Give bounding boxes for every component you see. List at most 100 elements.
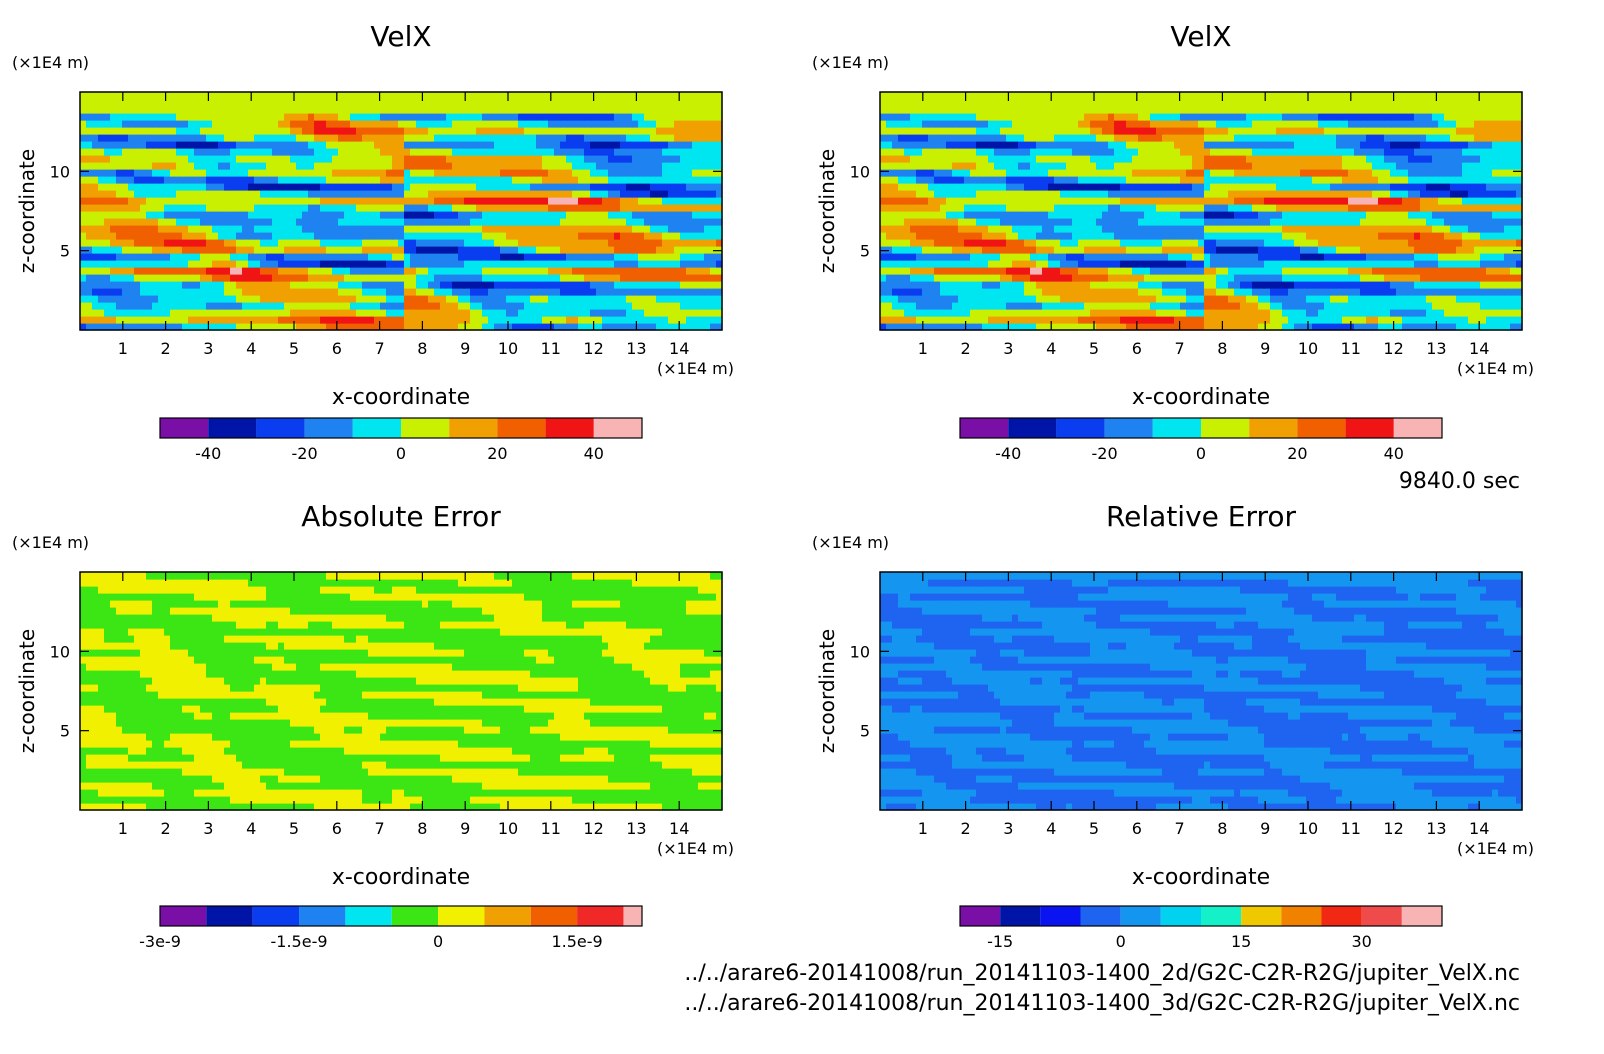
heatmap-cell (1360, 267, 1367, 275)
heatmap-cell (928, 246, 935, 254)
heatmap-cell (668, 190, 675, 198)
heatmap-cell (710, 99, 717, 107)
heatmap-cell (368, 253, 375, 261)
heatmap-cell (80, 246, 87, 254)
heatmap-cell (236, 232, 243, 240)
heatmap-cell (1198, 316, 1205, 324)
heatmap-cell (344, 92, 351, 100)
heatmap-cell (326, 141, 333, 149)
heatmap-cell (1078, 260, 1085, 268)
heatmap-cell (452, 169, 459, 177)
heatmap-cell (1186, 309, 1193, 317)
heatmap-cell (110, 204, 117, 212)
heatmap-cell (314, 155, 321, 163)
heatmap-cell (266, 288, 273, 296)
heatmap-cell (326, 197, 333, 205)
heatmap-cell (1102, 323, 1109, 331)
heatmap-cell (290, 323, 297, 331)
heatmap-cell (1276, 323, 1283, 331)
heatmap-cell (566, 267, 573, 275)
heatmap-cell (272, 204, 279, 212)
heatmap-cell (104, 148, 111, 156)
heatmap-cell (470, 183, 477, 191)
heatmap-cell (1174, 316, 1181, 324)
heatmap-cell (326, 218, 333, 226)
heatmap-cell (1150, 295, 1157, 303)
heatmap-cell (1282, 281, 1289, 289)
heatmap-cell (200, 239, 207, 247)
heatmap-cell (188, 204, 195, 212)
heatmap-cell (560, 267, 567, 275)
heatmap-cell (578, 246, 585, 254)
heatmap-cell (272, 302, 279, 310)
heatmap-cell (554, 155, 561, 163)
heatmap-cell (1444, 323, 1451, 331)
heatmap-cell (1018, 295, 1025, 303)
heatmap-cell (922, 253, 929, 261)
heatmap-cell (1414, 302, 1421, 310)
heatmap-cell (680, 253, 687, 261)
colorbar-swatch (256, 418, 305, 438)
heatmap-cell (536, 169, 543, 177)
heatmap-cell (1360, 323, 1367, 331)
heatmap-cell (116, 281, 123, 289)
heatmap-cell (1390, 295, 1397, 303)
heatmap-cell (212, 218, 219, 226)
heatmap-cell (170, 204, 177, 212)
heatmap-cell (86, 127, 93, 135)
heatmap-cell (566, 274, 573, 282)
heatmap-cell (494, 190, 501, 198)
heatmap-cell (296, 141, 303, 149)
heatmap-cell (1162, 260, 1169, 268)
heatmap-cell (248, 120, 255, 128)
heatmap-cell (188, 211, 195, 219)
heatmap-cell (296, 225, 303, 233)
heatmap-cell (988, 302, 995, 310)
heatmap-cell (578, 120, 585, 128)
heatmap-cell (1348, 295, 1355, 303)
heatmap-cell (254, 239, 261, 247)
heatmap-cell (1420, 295, 1427, 303)
heatmap-cell (674, 281, 681, 289)
heatmap-cell (440, 302, 447, 310)
heatmap-cell (1204, 253, 1211, 261)
heatmap-cell (560, 120, 567, 128)
heatmap-cell (1126, 302, 1133, 310)
heatmap-cell (1066, 246, 1073, 254)
heatmap-cell (1210, 260, 1217, 268)
heatmap-cell (1288, 246, 1295, 254)
heatmap-cell (392, 246, 399, 254)
heatmap-cell (272, 169, 279, 177)
heatmap-cell (398, 120, 405, 128)
heatmap-cell (308, 260, 315, 268)
heatmap-cell (362, 260, 369, 268)
heatmap-cell (380, 260, 387, 268)
heatmap-cell (614, 141, 621, 149)
heatmap-cell (1516, 288, 1523, 296)
heatmap-cell (350, 176, 357, 184)
heatmap-cell (224, 309, 231, 317)
heatmap-cell (488, 218, 495, 226)
heatmap-cell (892, 274, 899, 282)
heatmap-cell (692, 295, 699, 303)
heatmap-cell (176, 197, 183, 205)
heatmap-cell (910, 260, 917, 268)
heatmap-cell (886, 253, 893, 261)
heatmap-cell (602, 274, 609, 282)
heatmap-cell (488, 190, 495, 198)
heatmap-cell (1306, 295, 1313, 303)
heatmap-cell (488, 127, 495, 135)
heatmap-cell (350, 99, 357, 107)
heatmap-cell (1090, 316, 1097, 324)
heatmap-cell (596, 169, 603, 177)
heatmap-cell (284, 99, 291, 107)
heatmap-cell (260, 309, 267, 317)
heatmap-cell (1240, 288, 1247, 296)
heatmap-cell (104, 274, 111, 282)
heatmap-cell (434, 246, 441, 254)
heatmap-cell (320, 92, 327, 100)
heatmap-cell (1342, 267, 1349, 275)
x-tick-label: 10 (498, 339, 518, 358)
heatmap-cell (248, 176, 255, 184)
heatmap-cell (368, 176, 375, 184)
